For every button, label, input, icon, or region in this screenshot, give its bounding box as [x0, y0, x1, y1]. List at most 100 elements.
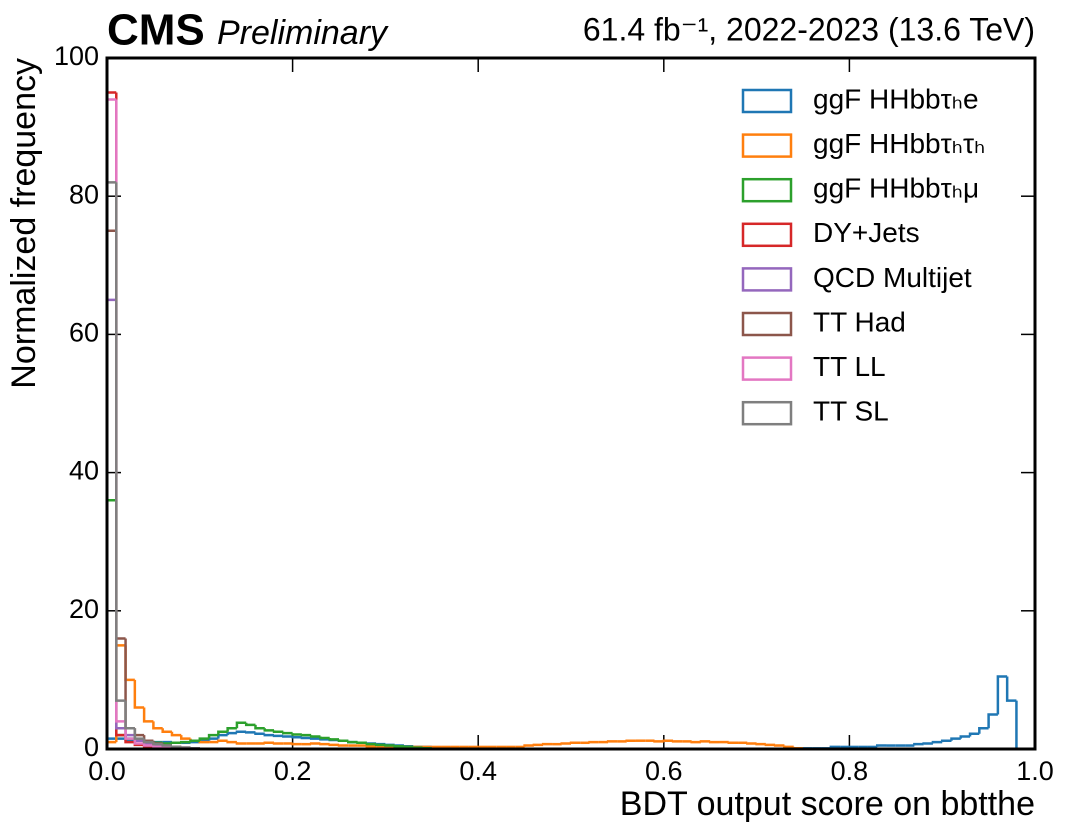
- histogram-step: [996, 675, 1008, 715]
- histogram-step: [170, 741, 182, 745]
- histogram-step: [161, 728, 172, 733]
- histogram-step: [244, 731, 256, 734]
- histogram-step: [226, 740, 237, 744]
- histogram-step: [282, 731, 293, 735]
- histogram-step: [198, 740, 210, 744]
- legend-label: TT Had: [813, 306, 906, 337]
- legend-label: ggF HHbbτₕe: [813, 83, 979, 114]
- histogram-step: [309, 742, 321, 745]
- histogram-step: [263, 733, 275, 737]
- histogram-step: [115, 99, 126, 723]
- histogram-step: [337, 744, 349, 747]
- histogram-step: [235, 742, 247, 745]
- histogram-step: [282, 735, 293, 738]
- x-tick-label: 1.0: [1016, 756, 1054, 786]
- y-tick-label: 20: [69, 594, 99, 624]
- histogram-step: [189, 740, 200, 744]
- legend-label: TT SL: [813, 396, 889, 427]
- histogram-step: [272, 742, 284, 745]
- histogram-step: [142, 735, 154, 742]
- histogram-step: [189, 739, 200, 743]
- histogram-step: [263, 728, 275, 732]
- histogram-step: [374, 743, 386, 747]
- histogram-step: [523, 744, 534, 747]
- legend-swatch: [741, 222, 793, 248]
- histogram-step: [263, 741, 275, 745]
- histogram-step: [950, 737, 961, 741]
- histogram-step: [152, 745, 163, 749]
- histogram-step: [207, 733, 219, 739]
- histogram-step: [133, 679, 145, 709]
- histogram-step: [337, 739, 349, 742]
- histogram-step: [755, 742, 766, 746]
- histogram-step: [133, 728, 145, 737]
- histogram-step: [356, 741, 367, 745]
- histogram-step: [115, 230, 126, 640]
- histogram-step: [625, 739, 636, 742]
- y-axis-label: Normalized frequency: [5, 58, 43, 389]
- histogram-step: [115, 299, 126, 730]
- series: [105, 675, 1035, 751]
- histogram-step: [115, 182, 126, 702]
- legend-swatch: [741, 88, 793, 114]
- histogram-step: [913, 742, 924, 746]
- x-tick-label: 0.8: [831, 756, 869, 786]
- histogram-step: [1005, 676, 1017, 702]
- legend-swatch: [741, 400, 793, 426]
- histogram-step: [560, 742, 571, 745]
- histogram-step: [588, 740, 599, 744]
- histogram-step: [226, 731, 237, 736]
- histogram-step: [161, 744, 172, 747]
- histogram-step: [254, 732, 265, 736]
- legend-label: QCD Multijet: [813, 262, 972, 293]
- histogram-step: [198, 737, 210, 741]
- histogram-step: [152, 721, 163, 730]
- histogram-step: [161, 742, 172, 745]
- histogram-step: [170, 745, 182, 749]
- histogram-step: [170, 731, 182, 737]
- histogram-step: [291, 742, 302, 746]
- histogram-step: [124, 638, 135, 730]
- legend-label: ggF HHbbτₕτₕ: [813, 128, 985, 159]
- histogram-step: [690, 740, 701, 744]
- histogram-step: [217, 739, 228, 743]
- legend-swatch: [741, 177, 793, 203]
- histogram-step: [875, 744, 887, 747]
- histogram-step: [978, 727, 989, 734]
- histogram-step: [783, 745, 794, 749]
- histogram-step: [235, 721, 247, 729]
- histogram-step: [152, 742, 163, 746]
- histogram-step: [708, 740, 720, 744]
- legend-swatch: [741, 311, 793, 337]
- histogram-step: [319, 742, 330, 746]
- histogram-step: [347, 740, 358, 744]
- histogram-step: [244, 722, 256, 727]
- histogram-step: [272, 734, 284, 738]
- histogram-step: [124, 645, 135, 682]
- histogram-step: [699, 740, 711, 743]
- histogram-step: [133, 728, 145, 740]
- histogram-step: [291, 736, 302, 739]
- y-tick-label: 0: [84, 732, 99, 762]
- histogram-step: [727, 741, 739, 745]
- histogram-step: [179, 735, 191, 740]
- histogram-step: [217, 733, 228, 739]
- histogram-step: [328, 743, 339, 747]
- histogram-step: [532, 743, 544, 747]
- histogram-step: [541, 742, 553, 746]
- y-tick-label: 60: [69, 318, 99, 348]
- legend-label: ggF HHbbτₕμ: [813, 173, 979, 204]
- histogram-step: [226, 727, 237, 732]
- histogram-step: [142, 707, 154, 723]
- legend-swatch: [741, 267, 793, 292]
- lumi-label: 61.4 fb⁻¹, 2022-2023 (13.6 TeV): [583, 11, 1035, 47]
- histogram-step: [606, 740, 618, 743]
- x-axis-label: BDT output score on bbtthe: [620, 785, 1035, 823]
- histogram-step: [959, 735, 971, 739]
- histogram-step: [217, 730, 228, 736]
- series: [105, 498, 1035, 751]
- histogram-step: [402, 745, 414, 749]
- histogram-step: [309, 737, 321, 740]
